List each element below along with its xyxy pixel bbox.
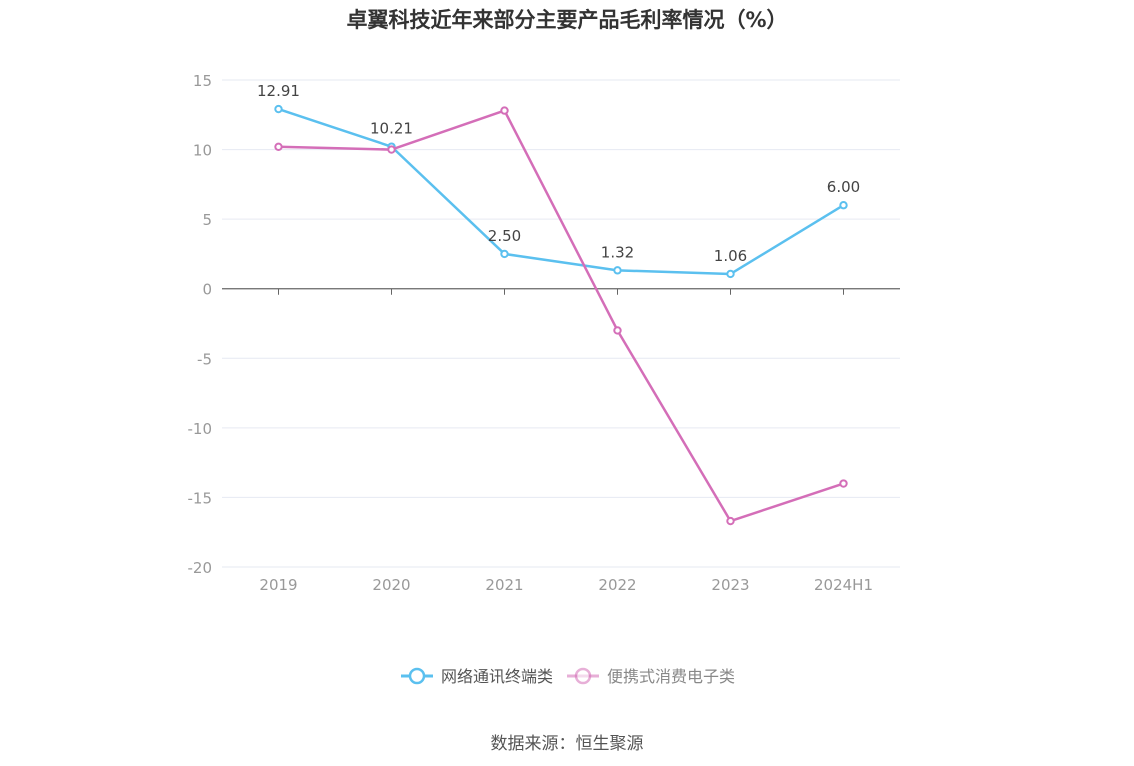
x-tick-label: 2022 [598,576,636,594]
data-label: 10.21 [370,120,413,138]
data-point [274,142,283,151]
data-point [726,269,735,279]
gridlines [222,79,900,568]
series-line-2 [278,109,844,523]
y-tick-label: -10 [188,420,213,438]
x-tick-label: 2019 [259,576,297,594]
legend-marker-2 [574,667,592,685]
x-tick-label: 2024H1 [814,576,873,594]
legend: 网络通讯终端类 便携式消费电子类 [401,667,735,686]
data-point [387,145,396,154]
data-point [726,516,735,526]
legend-label-2: 便携式消费电子类 [607,667,735,686]
y-tick-label: 0 [202,281,212,299]
data-source: 数据来源：恒生聚源 [490,734,644,754]
x-tick-label: 2021 [485,576,523,594]
data-point [500,249,509,259]
chart-title: 卓翼科技近年来部分主要产品毛利率情况（%） [346,8,788,32]
axes: 15 10 5 0 -5 -10 -15 -20 2019 2020 2021 2022 2023 202… [188,72,900,594]
data-label: 12.91 [257,82,300,100]
data-label: 6.00 [827,178,860,196]
y-tick-label: -20 [188,559,213,577]
data-label: 1.32 [601,243,634,261]
x-tick-label: 2023 [711,576,749,594]
data-point [839,479,848,488]
x-tick-label: 2020 [372,576,410,594]
data-label: 1.06 [714,247,747,265]
data-point [500,106,509,115]
data-labels: 12.91 10.21 2.50 1.32 1.06 6.00 [257,82,860,265]
data-point [613,266,622,275]
data-point [274,104,283,114]
y-tick-label: -5 [197,350,212,368]
series-line-1 [278,107,845,276]
data-point [613,326,622,335]
y-tick-label: -15 [188,489,213,507]
data-label: 2.50 [488,227,521,245]
y-tick-label: 5 [202,211,212,229]
legend-label-1: 网络通讯终端类 [441,667,553,686]
legend-marker-1 [408,667,426,685]
y-tick-label: 15 [193,72,212,90]
data-point [839,201,848,210]
y-tick-label: 10 [193,142,212,160]
series-lines [274,104,848,526]
